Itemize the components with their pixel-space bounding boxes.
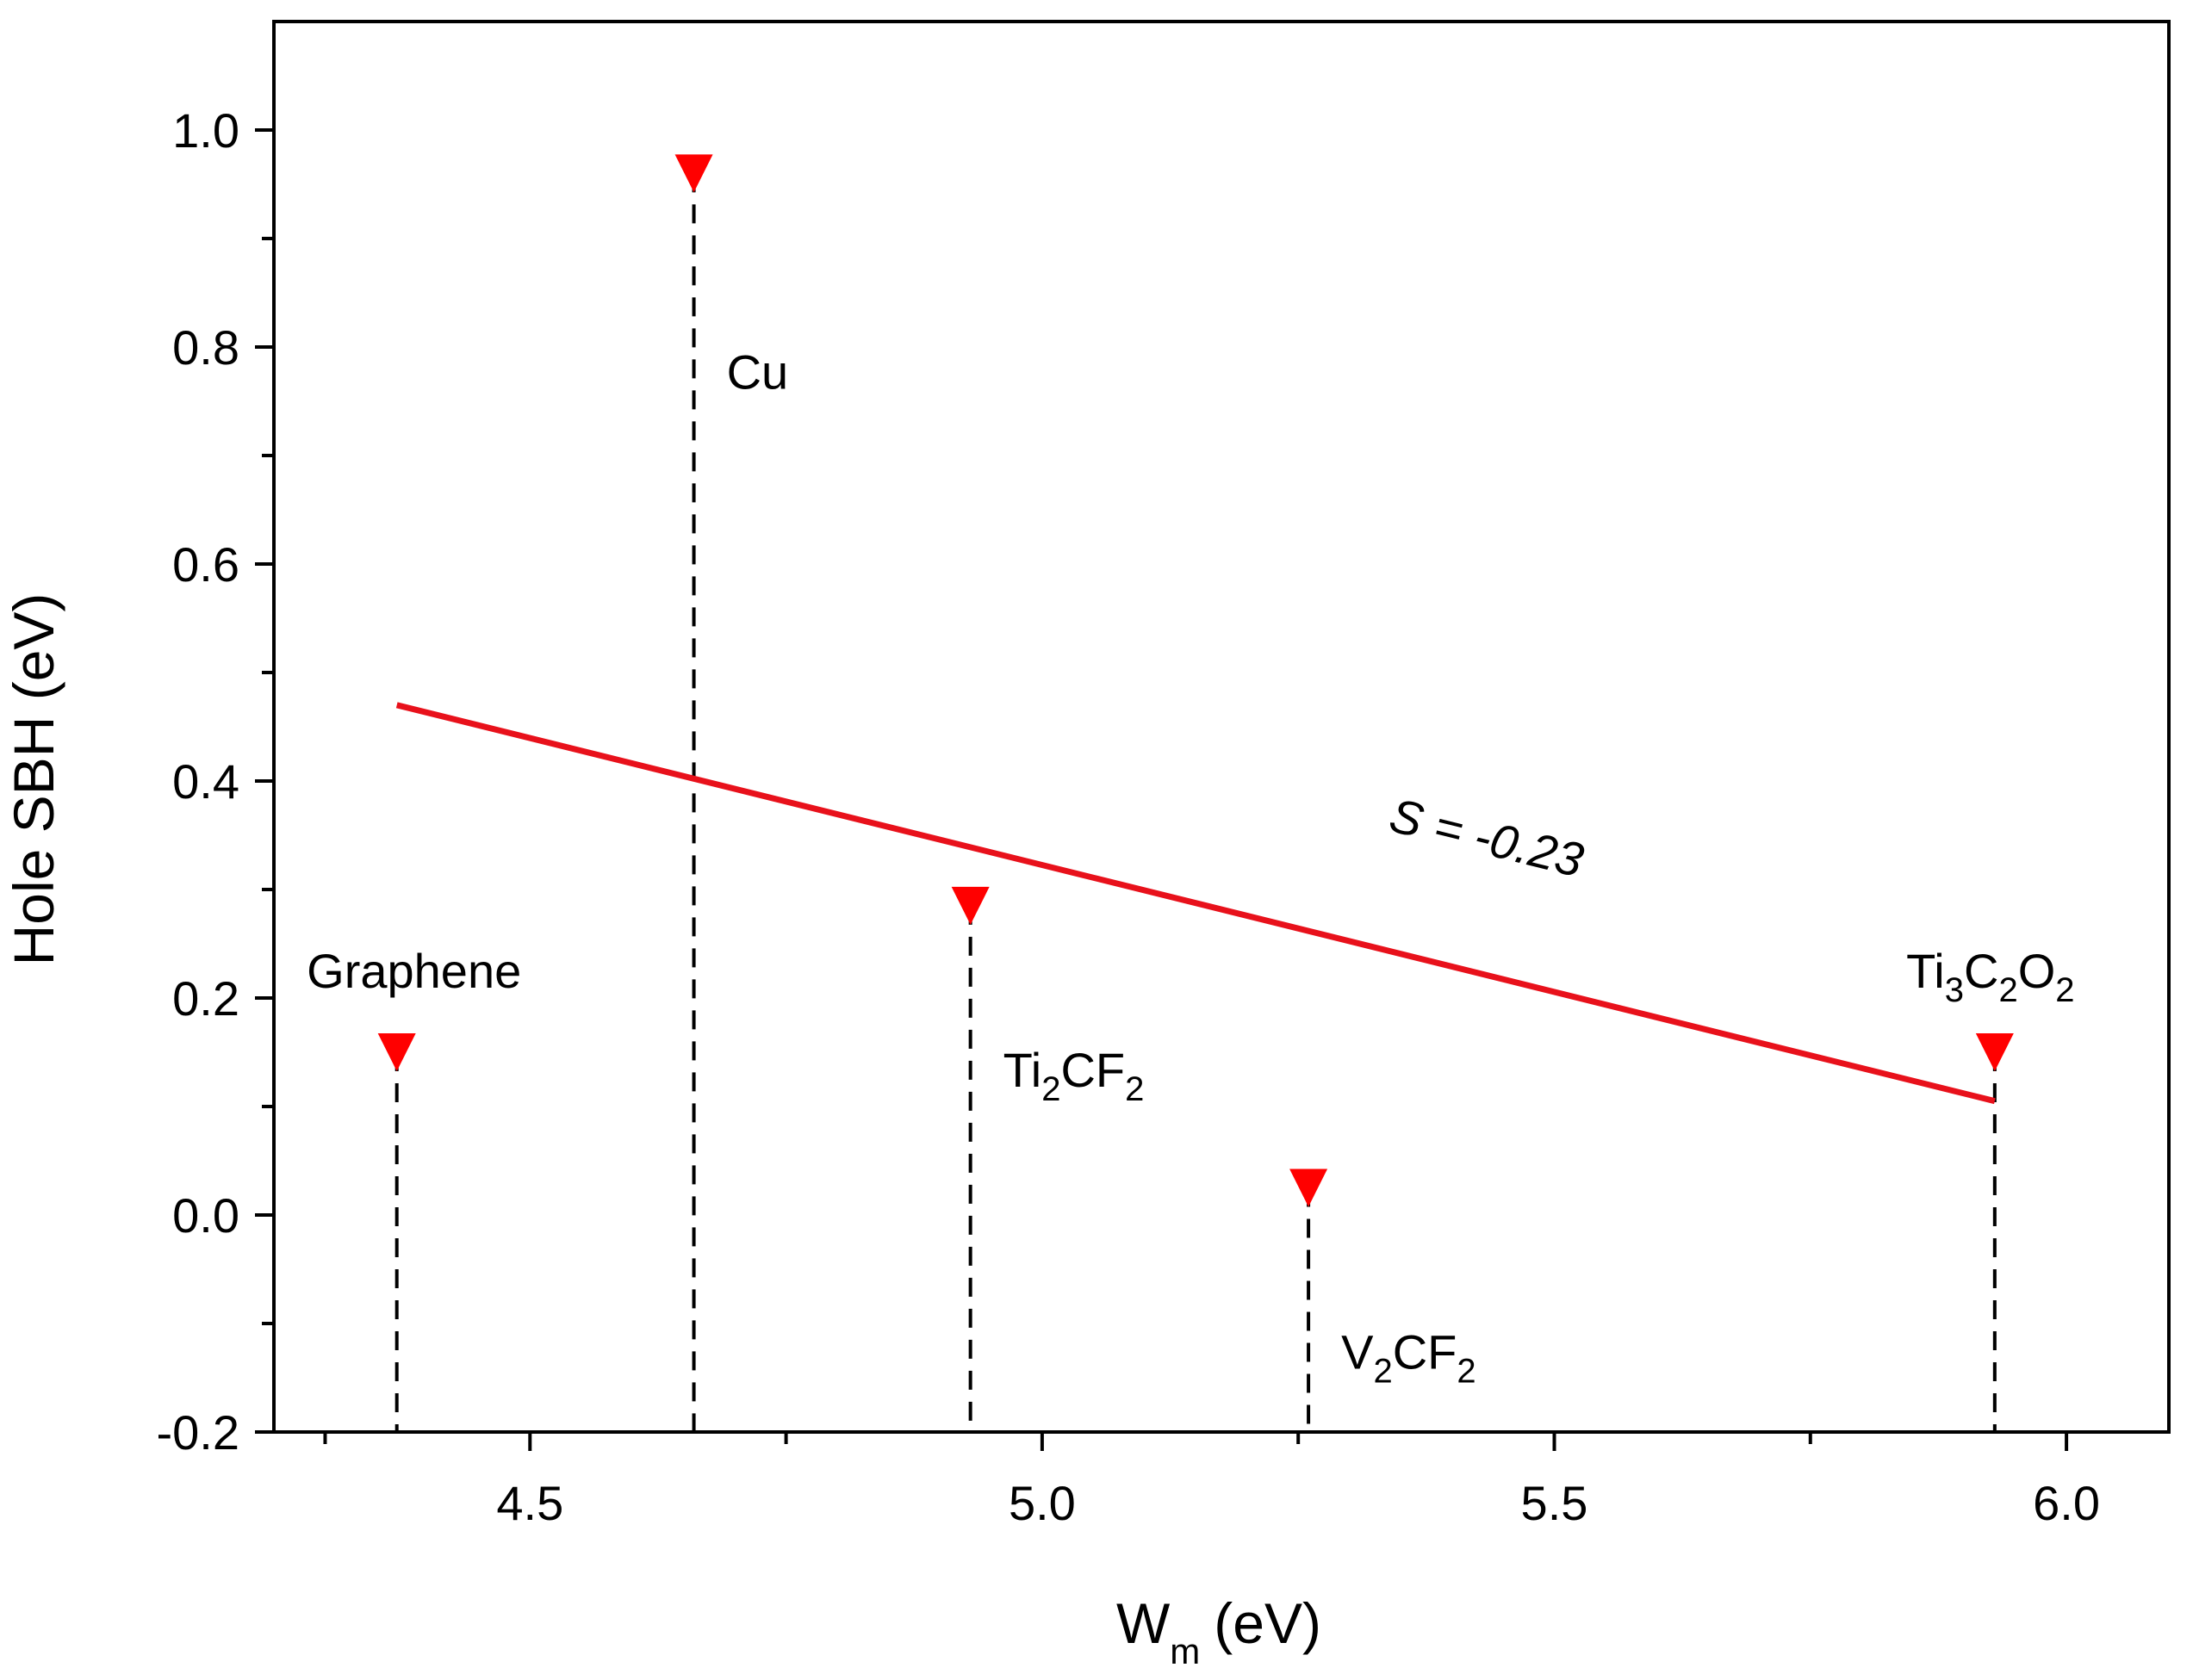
point-label-cu: Cu (727, 344, 789, 399)
x-tick-label: 5.5 (1521, 1476, 1588, 1530)
slope-annotation: S = -0.23 (1384, 787, 1588, 887)
marker-v2cf2 (1289, 1169, 1328, 1207)
y-tick-label: 0.0 (172, 1188, 239, 1243)
x-tick-label: 4.5 (496, 1476, 563, 1530)
point-label-graphene: Graphene (307, 944, 521, 998)
y-axis-title: Hole SBH (eV) (2, 593, 65, 966)
x-tick-label: 6.0 (2033, 1476, 2100, 1530)
y-tick-label: 0.2 (172, 971, 239, 1026)
x-axis-title: Wm (eV) (1116, 1591, 1321, 1671)
point-label-ti3c2o2: Ti3C2O2 (1906, 944, 2074, 1009)
y-tick-label: 0.8 (172, 320, 239, 375)
marker-cu (674, 154, 713, 193)
marker-ti3c2o2 (1975, 1033, 2014, 1071)
point-labels: Graphene Cu Ti2CF2 V2CF2 Ti3C2O2 (307, 344, 2074, 1390)
drop-lines (394, 173, 1997, 1432)
plot-frame (272, 20, 2171, 1434)
y-tick-label: 1.0 (172, 103, 239, 158)
y-axis: -0.2 0.0 0.2 0.4 0.6 0.8 1.0 (157, 103, 274, 1460)
fit-line (395, 702, 1996, 1105)
x-axis-title-main: W (1116, 1591, 1171, 1655)
point-label-v2cf2: V2CF2 (1341, 1325, 1476, 1391)
y-tick-label: -0.2 (157, 1405, 240, 1460)
y-tick-label: 0.6 (172, 537, 239, 592)
point-label-ti2cf2: Ti2CF2 (1003, 1043, 1145, 1108)
y-tick-label: 0.4 (172, 754, 239, 809)
plot-border (272, 20, 2171, 1434)
fit-line-layer: S = -0.23 (395, 702, 1996, 1105)
x-axis-title-sub: m (1170, 1631, 1200, 1671)
markers (377, 154, 2014, 1207)
x-tick-label: 5.0 (1009, 1476, 1076, 1530)
x-axis: 4.5 5.0 5.5 6.0 (323, 1432, 2100, 1530)
marker-graphene (377, 1033, 416, 1071)
marker-ti2cf2 (951, 886, 990, 925)
x-axis-title-unit: (eV) (1214, 1591, 1321, 1655)
